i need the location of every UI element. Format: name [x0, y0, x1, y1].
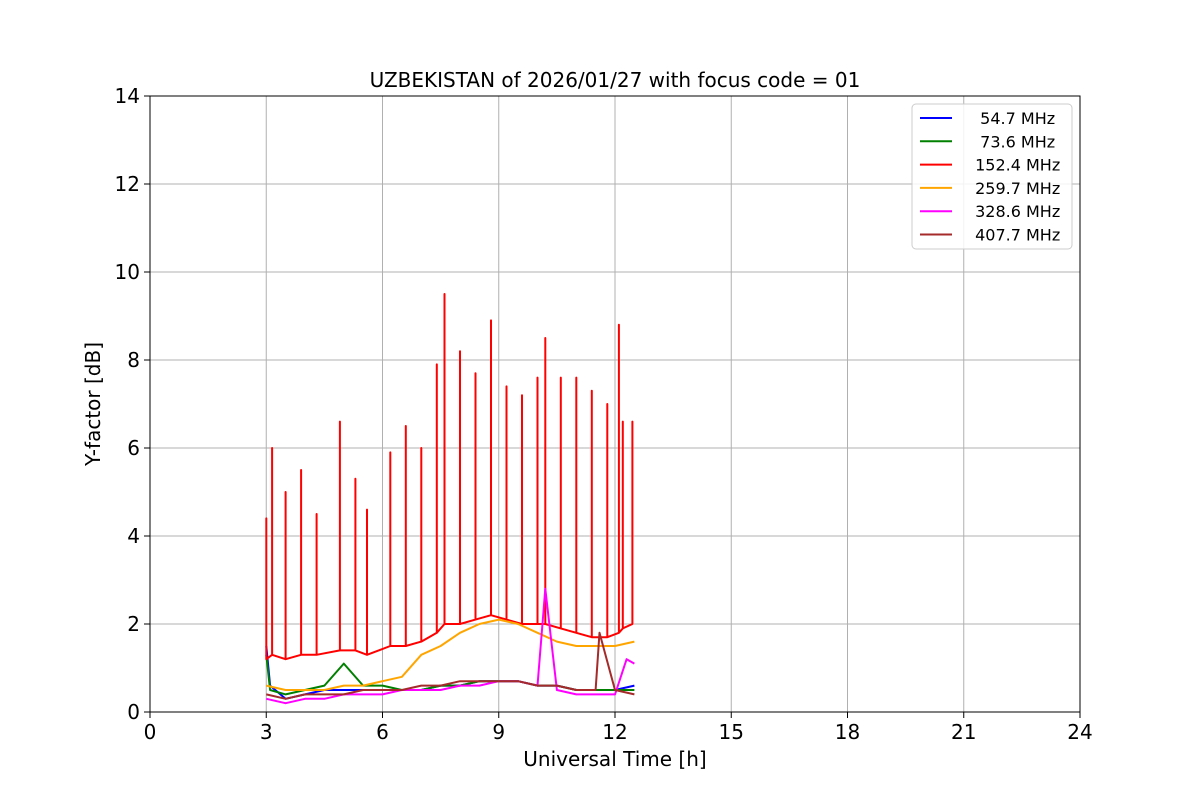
legend-label: 259.7 MHz — [970, 179, 1060, 198]
plot-area — [265, 293, 635, 705]
y-tick-label: 12 — [115, 172, 140, 196]
x-tick-label: 9 — [492, 720, 505, 744]
series-259-7-mhz — [266, 618, 635, 691]
y-tick-label: 6 — [127, 436, 140, 460]
legend-box — [911, 103, 1073, 250]
y-tick-label: 14 — [115, 84, 140, 108]
legend-label: 328.6 MHz — [970, 202, 1060, 221]
x-tick-label: 18 — [835, 720, 860, 744]
legend-label: 152.4 MHz — [970, 156, 1060, 175]
y-tick-label: 10 — [115, 260, 140, 284]
legend-label: 407.7 MHz — [970, 226, 1060, 245]
legend-label: 73.6 MHz — [970, 132, 1055, 151]
x-tick-label: 21 — [951, 720, 976, 744]
x-tick-label: 3 — [260, 720, 273, 744]
x-tick-label: 0 — [144, 720, 157, 744]
series-407-7-mhz — [266, 631, 635, 700]
legend-label: 54.7 MHz — [970, 109, 1055, 128]
x-tick-label: 24 — [1067, 720, 1092, 744]
series-152-4-mhz — [265, 293, 634, 661]
legend: 54.7 MHz 73.6 MHz 152.4 MHz 259.7 MHz 32… — [911, 103, 1073, 250]
y-tick-label: 2 — [127, 612, 140, 636]
x-tick-label: 15 — [719, 720, 744, 744]
x-tick-label: 6 — [376, 720, 389, 744]
y-tick-label: 0 — [127, 700, 140, 724]
series-328-6-mhz — [266, 587, 635, 705]
y-tick-label: 4 — [127, 524, 140, 548]
x-tick-label: 12 — [602, 720, 627, 744]
chart-title: UZBEKISTAN of 2026/01/27 with focus code… — [370, 68, 861, 92]
y-axis-label: Y-factor [dB] — [81, 342, 105, 467]
x-axis-label: Universal Time [h] — [523, 747, 706, 771]
y-tick-label: 8 — [127, 348, 140, 372]
